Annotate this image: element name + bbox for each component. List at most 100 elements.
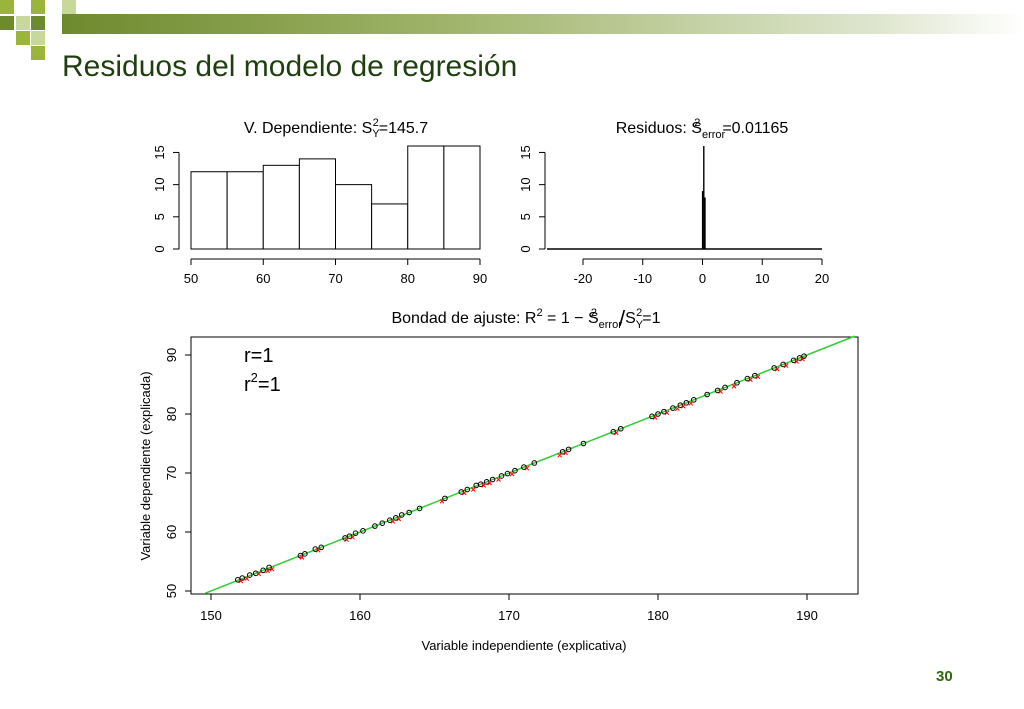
corner-square-8 xyxy=(31,31,45,45)
hist1-bar xyxy=(298,158,336,250)
point-predicted xyxy=(256,571,262,577)
point-observed xyxy=(442,495,448,502)
annotation-r: r=1 xyxy=(244,345,273,367)
scatter-title-sup1: 2 xyxy=(536,307,542,319)
hist1-bar xyxy=(226,171,264,250)
hist1-y-tick-label: 15 xyxy=(152,145,167,159)
scatter-title-sup2: 2 xyxy=(591,307,597,319)
hist1-bar xyxy=(335,184,373,250)
hist2-y-tick-label: 15 xyxy=(518,145,533,159)
point-predicted xyxy=(664,410,670,416)
page-number: 30 xyxy=(936,668,953,685)
annotation-r2-sup: 2 xyxy=(251,370,258,385)
hist2-title: Residuos: Serror2 =0.01165 xyxy=(616,117,789,141)
point-predicted xyxy=(524,465,530,471)
scatter-x-tick-label: 180 xyxy=(647,608,669,623)
point-predicted xyxy=(557,452,563,458)
point-observed xyxy=(464,486,471,493)
scatter-title-tail1: S xyxy=(625,310,636,327)
point-predicted-stroke xyxy=(664,410,670,416)
scatter-title-mid: = 1 − S xyxy=(543,310,599,327)
point-observed xyxy=(580,440,587,447)
point-predicted xyxy=(774,366,780,372)
point-observed xyxy=(372,523,378,529)
point-observed xyxy=(342,535,348,541)
point-predicted xyxy=(269,566,275,572)
point-predicted xyxy=(315,547,321,553)
annotation-r2: r2=1 xyxy=(244,370,281,396)
point-predicted xyxy=(680,403,686,409)
hist1-title-main: V. Dependiente: S xyxy=(244,120,372,137)
point-predicted xyxy=(509,471,515,477)
point-observed xyxy=(352,530,359,536)
point-predicted xyxy=(390,519,396,524)
point-predicted-stroke xyxy=(755,374,761,380)
scatter-y-tick-label: 90 xyxy=(164,348,179,362)
point-predicted-stroke xyxy=(748,377,753,383)
point-predicted xyxy=(244,576,250,581)
point-predicted xyxy=(783,363,789,368)
hist2-x-tick-label: -20 xyxy=(574,271,593,286)
point-predicted-stroke xyxy=(509,471,515,477)
scatter-x-tick-label: 160 xyxy=(349,608,371,623)
point-observed xyxy=(512,467,518,474)
point-observed xyxy=(246,572,253,578)
hist1-title-sub: Y xyxy=(372,128,380,140)
point-predicted-stroke xyxy=(524,465,530,471)
point-predicted-stroke xyxy=(557,452,563,458)
slide-title: Residuos del modelo de regresión xyxy=(62,50,518,83)
point-predicted-stroke xyxy=(238,578,244,584)
corner-square-7 xyxy=(16,31,30,45)
header-gradient-bar xyxy=(62,14,1024,34)
point-observed xyxy=(531,460,538,466)
point-observed xyxy=(302,551,308,557)
point-observed xyxy=(318,544,325,551)
hist1-y-tick-label: 10 xyxy=(152,177,167,191)
point-observed xyxy=(734,379,740,386)
point-predicted-stroke xyxy=(800,356,805,362)
point-predicted xyxy=(800,356,805,362)
scatter-x-label: Variable independiente (explicativa) xyxy=(422,638,627,653)
point-predicted-stroke xyxy=(461,490,467,496)
scatter-title-tail2: =1 xyxy=(642,310,660,327)
point-predicted xyxy=(350,534,355,540)
hist1-x-tick-label: 50 xyxy=(184,271,198,286)
point-predicted xyxy=(675,406,680,412)
annotation-r2-tail: =1 xyxy=(258,374,281,396)
scatter-fit: Bondad de ajuste: R2 = 1 − Serror2/SY2=1… xyxy=(138,306,859,653)
scatter-y-tick-label: 50 xyxy=(164,584,179,598)
hist1-title-tail: =145.7 xyxy=(379,120,428,137)
scatter-y-axis: 50 60 70 80 90 xyxy=(164,348,191,598)
hist1-title-sup: 2 xyxy=(373,117,379,129)
point-predicted xyxy=(487,480,492,486)
point-observed xyxy=(489,476,496,483)
hist1-x-tick-label: 60 xyxy=(256,271,270,286)
hist2-x-tick-label: -10 xyxy=(633,271,652,286)
point-predicted xyxy=(496,477,501,482)
scatter-title-slash: / xyxy=(619,306,626,331)
corner-square-5 xyxy=(16,16,30,30)
hist1-title: V. Dependiente: SY2=145.7 xyxy=(244,117,428,140)
point-predicted xyxy=(731,383,737,389)
point-predicted-stroke xyxy=(613,430,619,436)
hist2-y-tick-label: 10 xyxy=(518,177,533,191)
scatter-x-tick-label: 150 xyxy=(200,608,222,623)
point-observed xyxy=(655,411,661,417)
point-observed xyxy=(239,575,246,581)
point-predicted xyxy=(238,578,244,584)
point-observed xyxy=(504,470,511,477)
histogram-residuals: Residuos: Serror2 =0.01165 -20 -10 0 10 20 0 5… xyxy=(518,117,829,286)
hist1-bar xyxy=(407,145,445,250)
hist1-x-tick-label: 70 xyxy=(328,271,342,286)
point-observed xyxy=(379,520,386,526)
point-predicted xyxy=(718,389,723,394)
point-predicted-stroke xyxy=(652,415,658,420)
scatter-plot-box xyxy=(190,336,859,595)
point-predicted-stroke xyxy=(265,568,270,574)
scatter-y-label: Variable dependiente (explicada) xyxy=(138,371,153,560)
hist2-x-tick-label: 0 xyxy=(699,271,706,286)
point-predicted-stroke xyxy=(350,534,355,540)
point-observed xyxy=(704,391,710,398)
point-observed xyxy=(690,397,697,403)
